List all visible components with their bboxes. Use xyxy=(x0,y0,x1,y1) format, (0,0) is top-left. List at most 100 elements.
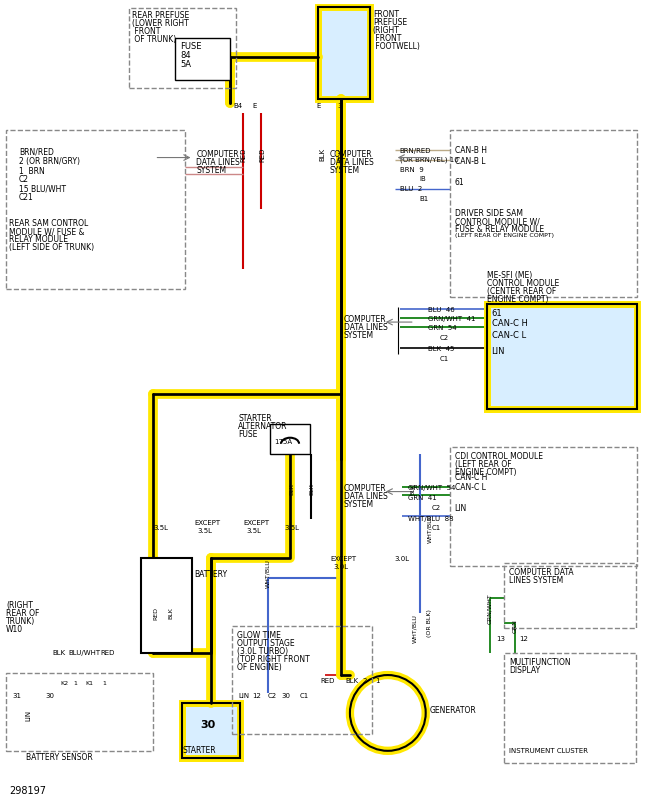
Text: CONTROL MODULE: CONTROL MODULE xyxy=(486,279,559,288)
Text: BLU/WHT: BLU/WHT xyxy=(69,650,101,656)
Text: OF ENGINE): OF ENGINE) xyxy=(237,663,282,672)
Text: REAR OF: REAR OF xyxy=(6,609,39,618)
Text: C2: C2 xyxy=(267,693,276,699)
Text: (CENTER REAR OF: (CENTER REAR OF xyxy=(486,287,556,296)
Text: DATA LINES: DATA LINES xyxy=(330,157,373,167)
Text: GRN/WHT: GRN/WHT xyxy=(487,593,492,623)
Text: GRN/WHT  54: GRN/WHT 54 xyxy=(408,484,455,491)
Text: 3.5L: 3.5L xyxy=(246,528,261,535)
Text: B4: B4 xyxy=(233,103,243,109)
Text: DRIVER SIDE SAM: DRIVER SIDE SAM xyxy=(455,209,522,219)
Text: CDI CONTROL MODULE: CDI CONTROL MODULE xyxy=(455,452,542,460)
Text: C2: C2 xyxy=(440,335,449,341)
Text: COMPUTER: COMPUTER xyxy=(330,149,373,159)
Bar xyxy=(318,7,370,99)
Text: FRONT: FRONT xyxy=(373,10,399,19)
Text: DATA LINES: DATA LINES xyxy=(196,157,240,167)
Text: 13: 13 xyxy=(497,636,506,642)
Text: PREFUSE: PREFUSE xyxy=(373,18,407,27)
Text: BLK: BLK xyxy=(168,607,173,619)
Text: (LEFT REAR OF: (LEFT REAR OF xyxy=(455,460,511,468)
Text: (OR BLK): (OR BLK) xyxy=(427,609,432,637)
Text: LIN: LIN xyxy=(455,504,467,512)
Text: IB: IB xyxy=(420,176,426,183)
Text: C1: C1 xyxy=(432,525,441,531)
Text: BLU  46: BLU 46 xyxy=(428,307,455,313)
Bar xyxy=(504,563,636,628)
Text: C1: C1 xyxy=(300,693,310,699)
Text: CAN-B L: CAN-B L xyxy=(455,156,485,165)
Text: STARTER: STARTER xyxy=(183,746,216,755)
Text: COMPUTER: COMPUTER xyxy=(196,149,239,159)
Bar xyxy=(6,673,154,751)
Text: FUSE & RELAY MODULE: FUSE & RELAY MODULE xyxy=(455,225,544,235)
Text: CAN-B H: CAN-B H xyxy=(455,145,486,155)
Text: (LEFT REAR OF ENGINE COMPT): (LEFT REAR OF ENGINE COMPT) xyxy=(455,233,553,239)
Text: 15 BLU/WHT: 15 BLU/WHT xyxy=(19,184,66,193)
Text: GENERATOR: GENERATOR xyxy=(430,706,477,715)
Text: BLU  2: BLU 2 xyxy=(400,187,422,192)
Text: C1: C1 xyxy=(440,356,449,362)
Text: WHT/BLU: WHT/BLU xyxy=(412,614,417,642)
Text: GRN: GRN xyxy=(513,619,518,633)
Text: C21: C21 xyxy=(19,193,34,203)
Text: (LEFT SIDE OF TRUNK): (LEFT SIDE OF TRUNK) xyxy=(9,243,94,252)
Text: RED: RED xyxy=(240,148,246,162)
Text: (TOP RIGHT FRONT: (TOP RIGHT FRONT xyxy=(237,655,310,664)
Text: MODULE W/ FUSE &: MODULE W/ FUSE & xyxy=(9,227,84,236)
Bar xyxy=(486,304,637,409)
Text: GRN  41: GRN 41 xyxy=(408,495,437,500)
Text: RED: RED xyxy=(153,606,158,620)
Bar xyxy=(128,8,236,88)
Text: RED: RED xyxy=(101,650,115,656)
Text: SYSTEM: SYSTEM xyxy=(330,165,360,175)
Text: LIN: LIN xyxy=(26,710,32,721)
Text: CONTROL MODULE W/: CONTROL MODULE W/ xyxy=(455,217,539,227)
Text: SYSTEM: SYSTEM xyxy=(196,165,226,175)
Text: LIN: LIN xyxy=(491,347,505,356)
Text: 2: 2 xyxy=(363,678,367,684)
Text: W10: W10 xyxy=(6,625,23,634)
Text: 298197: 298197 xyxy=(9,786,46,796)
Text: MULTIFUNCTION: MULTIFUNCTION xyxy=(510,658,571,667)
Text: ENGINE COMPT): ENGINE COMPT) xyxy=(486,295,548,304)
Text: 3.0L: 3.0L xyxy=(333,564,348,571)
Text: RED: RED xyxy=(259,148,265,162)
Text: GRN/WHT  41: GRN/WHT 41 xyxy=(428,316,475,322)
Bar xyxy=(486,304,637,409)
Text: 61: 61 xyxy=(455,179,464,188)
Text: WHT/BLU: WHT/BLU xyxy=(427,514,432,543)
Text: LIN: LIN xyxy=(238,693,250,699)
Text: 1: 1 xyxy=(103,681,106,686)
Text: STARTER: STARTER xyxy=(238,414,272,423)
Text: BLK: BLK xyxy=(319,148,325,161)
Text: 3: 3 xyxy=(337,103,341,109)
Text: 30: 30 xyxy=(281,693,290,699)
Text: TRUNK): TRUNK) xyxy=(6,617,35,626)
Text: COMPUTER DATA: COMPUTER DATA xyxy=(510,568,574,578)
Text: 3.0L: 3.0L xyxy=(395,556,410,563)
Text: BATTERY: BATTERY xyxy=(194,571,228,579)
Text: FRONT: FRONT xyxy=(132,27,160,36)
Bar xyxy=(141,559,192,653)
Bar xyxy=(270,424,310,454)
Bar xyxy=(183,703,240,758)
Bar xyxy=(183,703,240,758)
Text: 30: 30 xyxy=(46,693,55,699)
Text: REAR PREFUSE: REAR PREFUSE xyxy=(132,11,189,20)
Text: CAN-C H: CAN-C H xyxy=(455,472,487,482)
Text: BRN  9: BRN 9 xyxy=(400,167,424,172)
Text: BLK: BLK xyxy=(410,483,415,495)
Text: ME-SFI (ME): ME-SFI (ME) xyxy=(486,271,531,280)
Text: WHT/BLU: WHT/BLU xyxy=(266,559,271,588)
Text: CAN-C H: CAN-C H xyxy=(491,319,528,328)
Bar xyxy=(450,129,637,297)
Text: (RIGHT: (RIGHT xyxy=(6,601,33,610)
Text: EXCEPT: EXCEPT xyxy=(243,520,270,527)
Text: 1: 1 xyxy=(375,678,379,684)
Text: SYSTEM: SYSTEM xyxy=(344,500,374,508)
Text: 84: 84 xyxy=(181,51,191,60)
Text: BRN/RED: BRN/RED xyxy=(400,148,432,153)
Text: (3.0L TURBO): (3.0L TURBO) xyxy=(237,647,288,656)
Text: OF TRUNK): OF TRUNK) xyxy=(132,35,176,44)
